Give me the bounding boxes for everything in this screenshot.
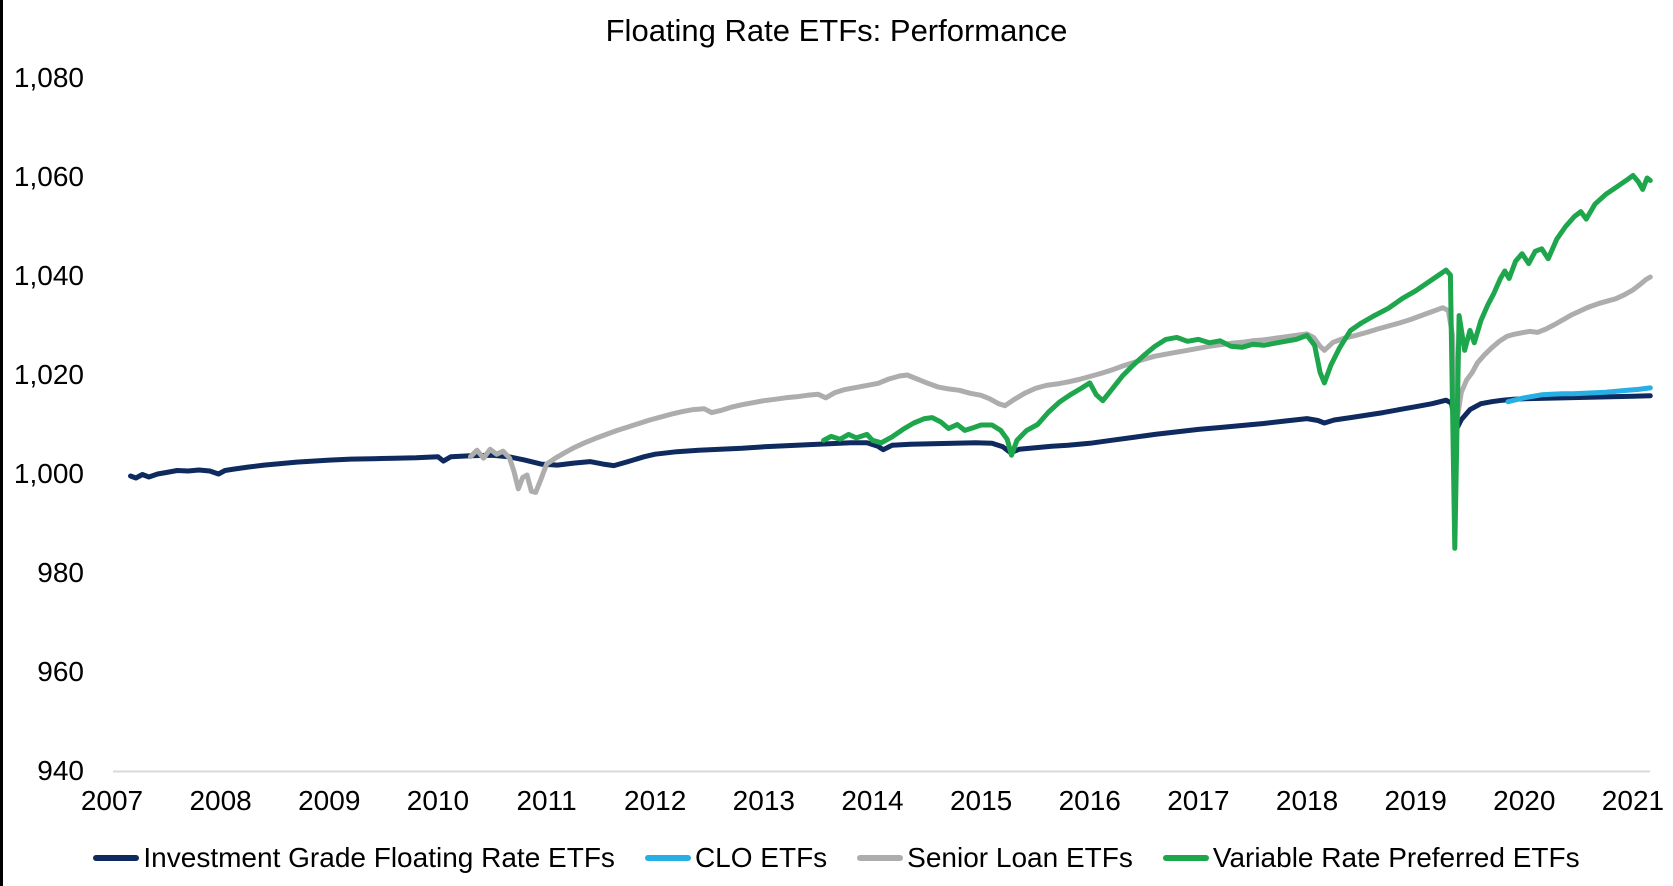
x-axis-tick-label: 2016 [1058,785,1121,816]
legend-swatch-clo-etfs [644,855,691,861]
chart-title: Floating Rate ETFs: Performance [605,13,1068,48]
series-line-investment-grade-floating-rate-etfs [128,393,1653,481]
series-line-variable-rate-preferred-etfs [821,173,1653,551]
y-axis-tick-label: 1,060 [13,161,84,192]
x-axis-tick-label: 2014 [841,785,904,816]
chart-legend: Investment Grade Floating Rate ETFs CLO E… [0,841,1673,875]
x-axis-tick-label: 2018 [1275,785,1339,816]
x-axis-tick-label: 2021 [1601,785,1665,816]
y-axis-tick-label: 980 [37,557,84,588]
legend-label: Variable Rate Preferred ETFs [1212,842,1580,873]
x-axis-tick-label: 2009 [298,785,361,816]
y-axis-tick-label: 1,000 [13,458,84,489]
legend-item-clo-etfs: CLO ETFs [644,841,828,875]
x-axis-tick-label: 2017 [1167,785,1230,816]
x-axis-tick-label: 2020 [1493,785,1556,816]
legend-item-variable-rate-preferred-etfs: Variable Rate Preferred ETFs [1162,841,1580,875]
y-axis-tick-label: 940 [37,755,84,786]
legend-item-investment-grade-floating-rate-etfs: Investment Grade Floating Rate ETFs [93,841,615,875]
legend-swatch-senior-loan-etfs [857,855,904,861]
x-axis-tick-label: 2010 [406,785,470,816]
series-line-clo-etfs [1505,385,1653,405]
legend-swatch-investment-grade-floating-rate-etfs [93,855,140,861]
legend-label: CLO ETFs [694,842,828,873]
x-axis-tick-label: 2015 [949,785,1013,816]
y-axis-tick-label: 1,080 [13,62,84,93]
x-axis-tick-label: 2012 [624,785,687,816]
x-axis-tick-label: 2008 [189,785,252,816]
x-axis-tick-label: 2013 [732,785,795,816]
legend-label: Investment Grade Floating Rate ETFs [143,842,615,873]
y-axis-tick-label: 960 [37,656,84,687]
y-axis-tick-label: 1,040 [13,260,84,291]
legend-swatch-variable-rate-preferred-etfs [1162,855,1209,861]
window-left-border [0,0,3,886]
y-axis-tick-label: 1,020 [13,359,84,390]
series-line-senior-loan-etfs [468,274,1653,495]
x-axis-tick-label: 2011 [516,785,577,816]
legend-item-senior-loan-etfs: Senior Loan ETFs [857,841,1133,875]
x-axis-tick-label: 2007 [80,785,144,816]
legend-label: Senior Loan ETFs [907,842,1133,873]
x-axis-tick-label: 2019 [1384,785,1447,816]
